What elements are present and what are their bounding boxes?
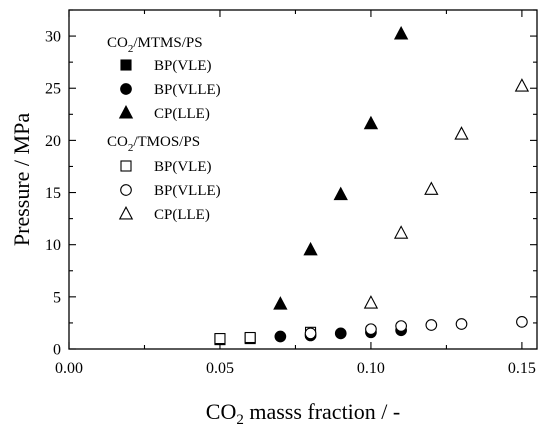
legend-group-title-rest: /MTMS/PS bbox=[133, 35, 202, 51]
x-axis-label-rest: masss fraction / - bbox=[244, 399, 400, 424]
legend-entry-label: BP(VLE) bbox=[154, 159, 212, 175]
y-tick-label: 0 bbox=[53, 342, 61, 359]
legend-group-title-subscript: 2 bbox=[128, 142, 134, 154]
data-point-triangle-open bbox=[363, 295, 379, 309]
x-axis-label-main: CO bbox=[206, 399, 237, 424]
x-axis-label-subscript: 2 bbox=[236, 412, 244, 428]
y-tick-label: 25 bbox=[45, 81, 61, 98]
legend-marker-triangle-open bbox=[118, 206, 134, 220]
legend-group-title-main: CO bbox=[107, 134, 128, 150]
data-point-triangle-open bbox=[514, 78, 530, 92]
data-point-triangle-filled bbox=[393, 25, 409, 40]
x-tick-label: 0.00 bbox=[55, 360, 83, 377]
data-point-triangle-open bbox=[424, 181, 439, 195]
plot-area-frame bbox=[68, 9, 538, 350]
legend-group-title-subscript: 2 bbox=[128, 43, 134, 55]
legend-group-title-rest: /TMOS/PS bbox=[133, 134, 200, 150]
data-point-square-open bbox=[244, 331, 256, 344]
data-point-circle-open bbox=[395, 320, 407, 332]
legend: CO2/MTMS/PSBP(VLE)BP(VLLE)CP(LLE)CO2/TMO… bbox=[107, 35, 221, 223]
legend-entry-label: BP(VLLE) bbox=[154, 82, 221, 98]
legend-marker-circle-open bbox=[120, 184, 132, 196]
y-tick-label: 15 bbox=[45, 185, 61, 202]
data-point-triangle-open bbox=[393, 225, 409, 239]
legend-entry-label: BP(VLE) bbox=[154, 58, 212, 74]
legend-marker-square-open bbox=[120, 160, 132, 172]
x-tick-label: 0.05 bbox=[206, 360, 234, 377]
legend-entry-label: BP(VLLE) bbox=[154, 183, 221, 199]
x-axis-label: CO2 masss fraction / - bbox=[206, 399, 400, 428]
y-tick-label: 30 bbox=[45, 29, 61, 46]
tick-labels: 0.00 0.05 0.10 0.15 0 5 10 15 20 25 30 bbox=[45, 29, 536, 377]
data-point-triangle-open bbox=[454, 126, 469, 140]
x-tick-label: 0.10 bbox=[357, 360, 385, 377]
data-point-circle-open bbox=[516, 316, 528, 328]
y-tick-label: 20 bbox=[45, 133, 61, 150]
data-point-square-open bbox=[214, 333, 226, 345]
legend-marker-triangle-filled bbox=[118, 105, 134, 119]
y-tick-label: 10 bbox=[45, 237, 61, 254]
data-point-circle-open bbox=[365, 323, 377, 336]
legend-entry-label: CP(LLE) bbox=[154, 106, 210, 122]
legend-group-title-main: CO bbox=[107, 35, 128, 51]
y-axis-label: Pressure / MPa bbox=[9, 113, 34, 246]
data-point-circle-filled bbox=[334, 327, 347, 340]
x-tick-label: 0.15 bbox=[508, 360, 536, 377]
legend-group-title: CO2/TMOS/PS bbox=[107, 134, 200, 154]
data-point-triangle-filled bbox=[333, 186, 348, 201]
axis-ticks bbox=[68, 9, 537, 350]
data-point-triangle-filled bbox=[303, 241, 318, 256]
data-point-triangle-filled bbox=[363, 115, 379, 130]
data-point-triangle-filled bbox=[273, 296, 288, 310]
data-point-circle-filled bbox=[274, 330, 287, 343]
legend-entry-label: CP(LLE) bbox=[154, 207, 210, 223]
data-points bbox=[214, 25, 530, 346]
data-point-circle-open bbox=[304, 327, 317, 340]
legend-marker-square-filled bbox=[120, 59, 132, 71]
data-point-circle-open bbox=[425, 319, 438, 331]
data-point-circle-open bbox=[455, 318, 468, 330]
y-tick-label: 5 bbox=[53, 289, 61, 306]
legend-marker-circle-filled bbox=[120, 83, 132, 95]
legend-group-title: CO2/MTMS/PS bbox=[107, 35, 203, 55]
